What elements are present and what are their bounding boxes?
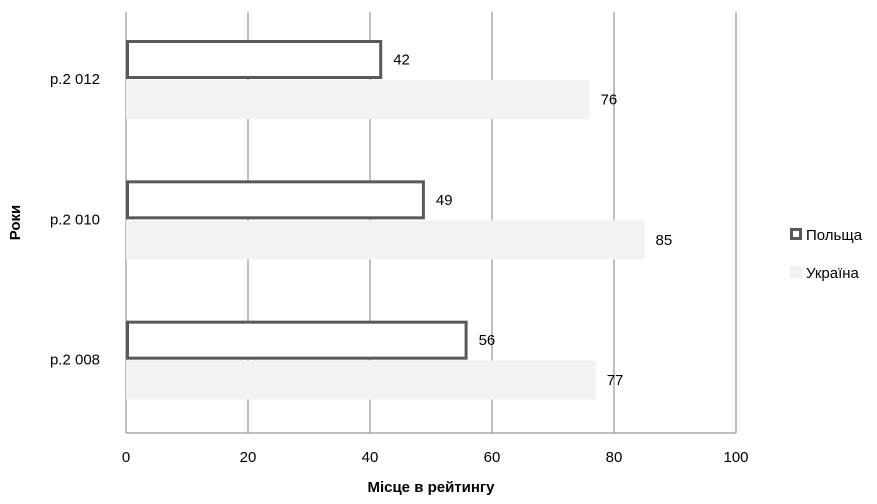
bar-series-1-cat-1 [126,220,645,260]
x-tick-label: 0 [122,449,130,466]
x-tick-label: 40 [362,449,379,466]
bar-series-1-cat-2 [126,360,596,400]
x-tick-label: 80 [606,449,623,466]
x-tick-label: 100 [723,449,748,466]
bar-series-1-cat-0 [126,80,590,119]
x-axis-ticks: 0 20 40 60 80 100 [122,449,749,466]
bar-series-0-cat-2 [126,320,468,360]
y-category-label: р.2 012 [50,71,100,88]
data-labels: 42 76 49 85 56 77 [393,52,672,390]
data-label: 76 [601,92,618,109]
x-axis-title: Місце в рейтингу [367,479,495,496]
data-label: 56 [479,332,496,349]
y-axis-title: Роки [7,205,24,241]
legend: Польща Україна [790,227,863,282]
legend-label-1: Україна [806,265,860,282]
y-axis-categories: р.2 012 р.2 010 р.2 008 [50,71,100,369]
bar-series-0-cat-0 [126,40,383,79]
y-category-label: р.2 010 [50,211,100,228]
y-category-label: р.2 008 [50,352,100,369]
data-label: 85 [656,232,673,249]
legend-swatch-1 [790,266,802,278]
x-tick-label: 20 [240,449,257,466]
legend-label-0: Польща [806,227,863,244]
bars [126,40,645,400]
bar-series-0-cat-1 [126,180,425,220]
data-label: 77 [607,372,624,389]
x-tick-label: 60 [484,449,501,466]
legend-swatch-0 [790,228,802,240]
data-label: 49 [436,192,453,209]
data-label: 42 [393,52,410,69]
